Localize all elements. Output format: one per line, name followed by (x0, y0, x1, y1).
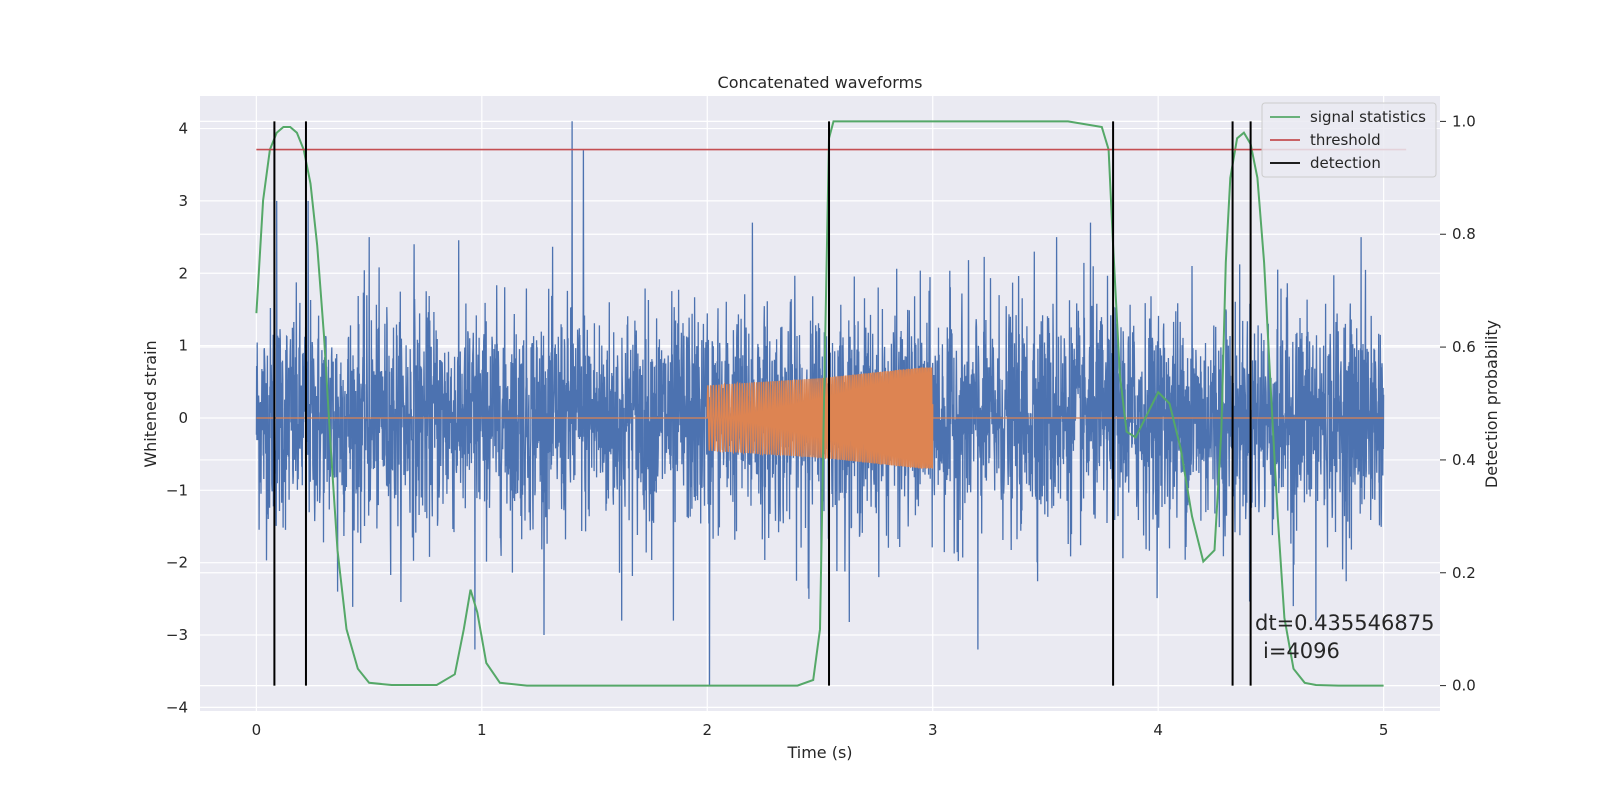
legend-box (1261, 102, 1437, 178)
chart-title: Concatenated waveforms (718, 73, 923, 92)
x-tick-label: 5 (1379, 721, 1389, 739)
legend: signal statistics threshold detection (1261, 102, 1437, 178)
y-tick-label: 1 (178, 337, 188, 355)
x-tick-label: 0 (252, 721, 262, 739)
x-tick-label: 2 (702, 721, 712, 739)
legend-label-threshold: threshold (1310, 131, 1381, 149)
annotation-i: i=4096 (1263, 639, 1340, 663)
y-tick-label: −4 (166, 698, 188, 716)
legend-label-detection: detection (1310, 154, 1381, 172)
y2-tick-label: 0.8 (1452, 225, 1476, 243)
y-tick-label: 0 (178, 409, 188, 427)
y2-tick-label: 0.2 (1452, 564, 1476, 582)
injection-series (256, 367, 1384, 470)
y2-tick-label: 0.0 (1452, 677, 1476, 695)
y-axis-ticks: −4 −3 −2 −1 0 1 2 3 4 (166, 120, 188, 717)
y-tick-label: 2 (178, 264, 188, 282)
y-tick-label: −3 (166, 626, 188, 644)
y-tick-label: −2 (166, 554, 188, 572)
y-tick-label: 4 (178, 120, 188, 138)
x-axis-label: Time (s) (786, 743, 852, 762)
x-tick-label: 1 (477, 721, 487, 739)
y-tick-label: 3 (178, 192, 188, 210)
x-tick-label: 4 (1153, 721, 1163, 739)
y2-axis-ticks: 0.0 0.2 0.4 0.6 0.8 1.0 (1440, 112, 1476, 695)
injection-line (256, 367, 1384, 470)
y-tick-label: −1 (166, 481, 188, 499)
y2-tick-label: 0.4 (1452, 451, 1476, 469)
x-axis-ticks: 0 1 2 3 4 5 (252, 721, 1389, 739)
y2-axis-label: Detection probability (1482, 320, 1501, 488)
x-tick-label: 3 (928, 721, 938, 739)
annotation-dt: dt=0.435546875 (1255, 611, 1434, 635)
y2-tick-label: 1.0 (1452, 112, 1476, 130)
y2-tick-label: 0.6 (1452, 338, 1476, 356)
legend-label-signal-statistics: signal statistics (1310, 108, 1426, 126)
y-axis-label: Whitened strain (141, 340, 160, 467)
detection-series (273, 121, 1252, 686)
